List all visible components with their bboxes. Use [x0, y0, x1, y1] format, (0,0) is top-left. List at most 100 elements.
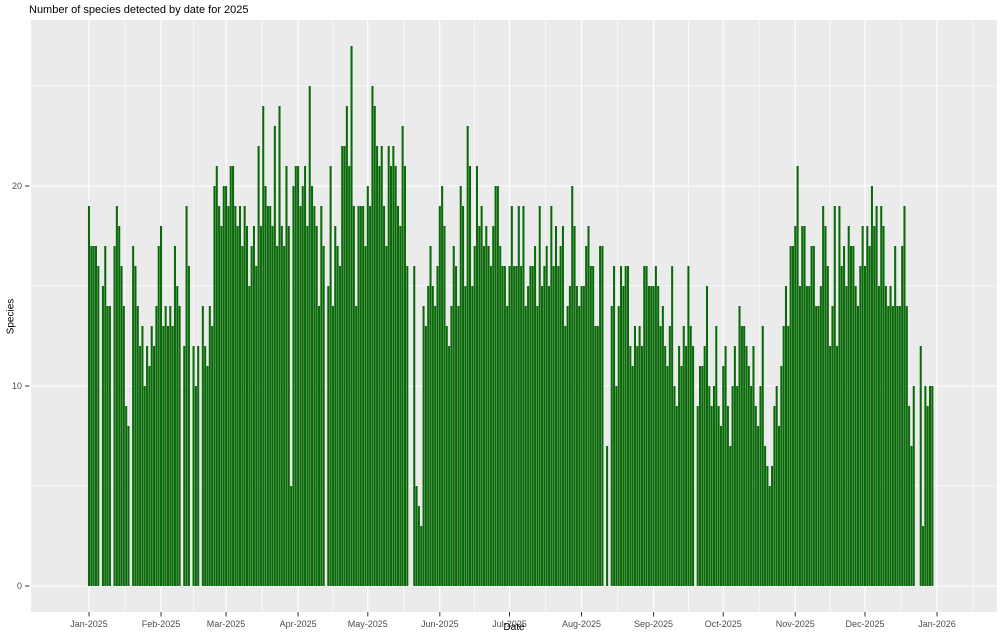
bar-day [201, 306, 204, 586]
bar-day [689, 326, 692, 586]
bar-day [480, 206, 483, 586]
x-tick-label: Aug-2025 [562, 619, 601, 629]
bar-day [610, 306, 613, 586]
bar-day [362, 206, 365, 586]
bar-day [877, 286, 880, 586]
bar-day [699, 366, 702, 586]
bar-day [113, 246, 116, 586]
bar-day [315, 226, 318, 586]
bar-day [243, 206, 246, 586]
bar-day [120, 266, 123, 586]
bar-day [891, 306, 894, 586]
bar-day [401, 126, 404, 586]
bar-day [413, 266, 416, 586]
bar-day [652, 286, 655, 586]
bar-day [599, 246, 602, 586]
bar-day [313, 206, 316, 586]
bar-day [661, 306, 664, 586]
bar-day [722, 366, 725, 586]
bar-day [341, 146, 344, 586]
bar-day [910, 446, 913, 586]
bar-day [134, 266, 137, 586]
bar-day [701, 366, 704, 586]
bar-day [852, 246, 855, 586]
bar-day [880, 206, 883, 586]
bar-day [754, 406, 757, 586]
bar-day [153, 346, 156, 586]
x-tick-label: Mar-2025 [207, 619, 246, 629]
bar-day [568, 286, 571, 586]
bar-day [931, 386, 934, 586]
bar-day [845, 286, 848, 586]
bar-day [422, 306, 425, 586]
bar-day [840, 266, 843, 586]
bar-day [359, 206, 362, 586]
bar-day [287, 226, 290, 586]
bar-day [543, 266, 546, 586]
bar-day [248, 286, 251, 586]
bar-day [92, 246, 95, 586]
bar-day [678, 346, 681, 586]
bar-day [903, 206, 906, 586]
bar-day [150, 326, 153, 586]
bar-day [747, 366, 750, 586]
bar-day [784, 286, 788, 586]
bar-day [924, 386, 927, 586]
bar-day [624, 266, 627, 586]
bar-day [510, 206, 513, 586]
bar-day [122, 306, 125, 586]
bar-day [573, 226, 576, 586]
bar-day [396, 206, 400, 586]
bar-day [671, 266, 674, 586]
bar-day [501, 266, 504, 586]
bar-day [692, 346, 695, 586]
bar-day [636, 346, 639, 586]
bar-day [176, 286, 179, 586]
bar-day [283, 246, 286, 586]
bar-day [394, 166, 397, 586]
bar-day [666, 366, 669, 586]
bar-day [875, 206, 878, 586]
bar-day [492, 226, 495, 586]
bar-day [220, 226, 223, 586]
bar-day [517, 206, 520, 586]
bar-day [494, 186, 497, 586]
bar-day [733, 346, 736, 586]
bar-day [738, 306, 741, 586]
bar-day [475, 166, 479, 586]
bar-day [441, 186, 444, 586]
bar-day [615, 386, 618, 586]
bar-day [731, 386, 734, 586]
bar-day [847, 226, 850, 586]
bar-day [863, 266, 866, 586]
bar-day [503, 266, 506, 586]
bar-day [771, 466, 774, 586]
y-tick-label: 0 [17, 581, 22, 591]
x-tick-label: Jan-2026 [918, 619, 956, 629]
bar-day [350, 46, 353, 586]
bar-day [764, 446, 767, 586]
bar-day [155, 306, 158, 586]
bar-day [343, 146, 346, 586]
bar-day [183, 346, 186, 586]
bar-day [710, 406, 713, 586]
bar-day [522, 206, 525, 586]
bar-day [766, 466, 769, 586]
bar-day [589, 266, 592, 586]
bar-day [429, 246, 432, 586]
bar-day [861, 226, 864, 586]
bar-day [257, 146, 260, 586]
bar-day [387, 146, 390, 586]
bar-day [459, 186, 462, 586]
y-tick-label: 10 [12, 381, 22, 391]
bar-day [794, 226, 797, 586]
bar-day [252, 226, 255, 586]
bar-day [436, 266, 439, 586]
x-tick-label: Oct-2025 [705, 619, 742, 629]
bar-day [373, 106, 376, 586]
bar-day [125, 406, 128, 586]
bar-day [473, 246, 476, 586]
bar-day [919, 346, 922, 586]
bar-day [466, 126, 469, 586]
